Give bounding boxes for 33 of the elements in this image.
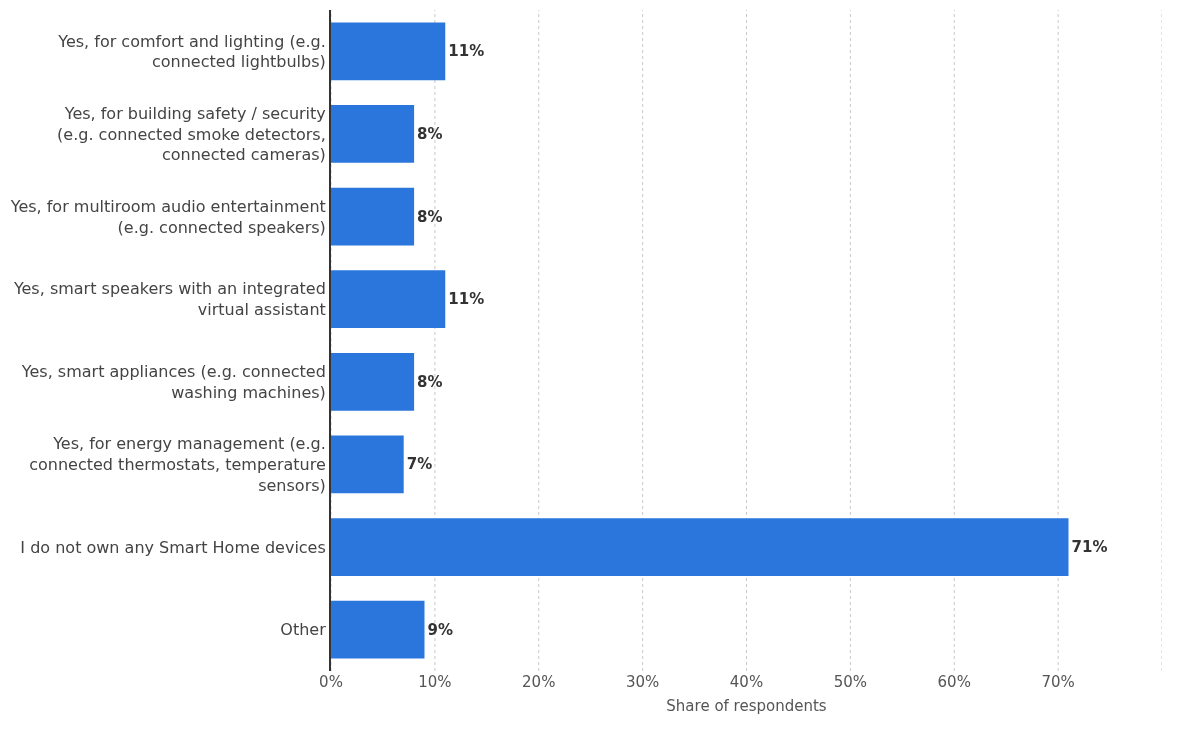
y-tick-label: Yes, for energy management (e.g. connected thermostats, temperature sensors) bbox=[29, 434, 326, 495]
bar bbox=[331, 435, 404, 494]
data-label: 11% bbox=[448, 290, 485, 309]
y-tick-label: Yes, smart appliances (e.g. connected washing machines) bbox=[20, 362, 326, 402]
y-tick-label: Yes, for multiroom audio entertainment (e.g. connected speakers) bbox=[9, 196, 326, 237]
y-tick-label: Other bbox=[280, 620, 327, 640]
data-label: 9% bbox=[427, 620, 453, 639]
x-tick-label: 30% bbox=[625, 673, 660, 691]
data-label: 8% bbox=[417, 124, 443, 143]
x-tick-label: 10% bbox=[418, 673, 452, 691]
y-tick-label: Yes, for building safety / security (e.g. connected smoke detectors, connected cameras) bbox=[57, 103, 326, 165]
bar bbox=[331, 518, 1069, 576]
x-tick-label: 60% bbox=[937, 673, 971, 691]
y-tick-label: Yes, for comfort and lighting (e.g. connected lightbulbs) bbox=[57, 31, 326, 72]
x-tick-label: 50% bbox=[833, 673, 868, 691]
data-label: 8% bbox=[417, 207, 443, 226]
x-tick-label: 20% bbox=[522, 673, 556, 691]
data-label: 8% bbox=[417, 372, 443, 391]
bar bbox=[331, 352, 415, 411]
bar bbox=[331, 105, 415, 163]
x-axis-title: Share of respondents bbox=[666, 697, 827, 715]
bar bbox=[331, 187, 415, 246]
data-label: 71% bbox=[1071, 538, 1108, 557]
bar bbox=[331, 22, 446, 81]
data-label: 11% bbox=[448, 42, 485, 61]
y-tick-label: Yes, smart speakers with an integrated virtual assistant bbox=[12, 279, 326, 320]
y-tick-label: I do not own any Smart Home devices bbox=[20, 537, 326, 557]
data-label: 7% bbox=[406, 455, 433, 474]
x-tick-label: 40% bbox=[729, 673, 764, 691]
bar bbox=[331, 270, 446, 329]
bar bbox=[331, 600, 425, 659]
x-tick-label: 0% bbox=[319, 673, 343, 691]
x-tick-label: 70% bbox=[1041, 673, 1075, 691]
